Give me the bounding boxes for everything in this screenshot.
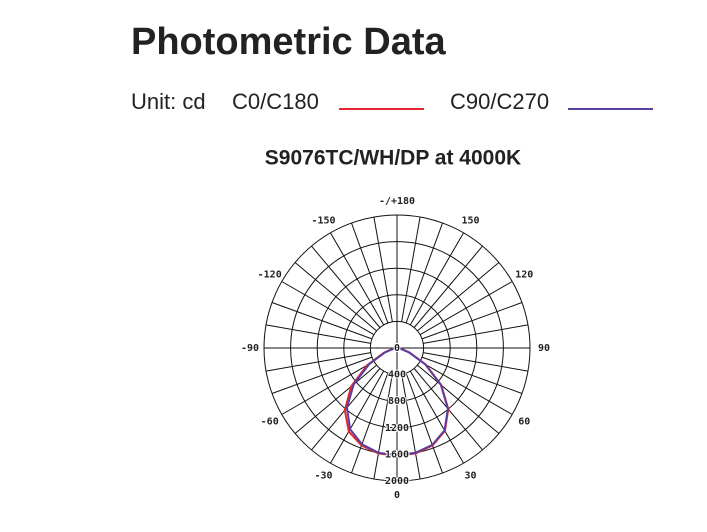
grid-spoke [401,216,421,322]
grid-spoke [423,352,529,372]
r-tick-label: 1200 [385,423,409,434]
grid-spoke [413,245,483,328]
r-tick-label: 0 [394,343,400,354]
grid-spoke [423,324,529,344]
grid-spoke [271,302,373,340]
angle-tick-label: -60 [261,417,279,428]
grid-spoke [405,222,443,324]
unit-label: Unit: cd [131,89,206,114]
grid-spoke [281,360,375,415]
grid-spoke [421,356,523,394]
grid-spoke [281,281,375,336]
grid-spoke [265,352,371,372]
chart-title: Photometric Data [131,21,446,63]
legend-label: C90/C270 [450,89,549,114]
angle-tick-label: 60 [518,417,530,428]
angle-tick-label: 0 [394,490,400,501]
angle-tick-label: 120 [515,270,533,281]
angle-tick-label: -/+180 [379,196,415,207]
grid-spoke [405,372,443,474]
grid-spoke [294,364,377,434]
angle-tick-label: -90 [241,343,259,354]
angle-tick-label: -30 [314,470,332,481]
grid-spoke [330,370,385,464]
legend-label: C0/C180 [232,89,319,114]
grid-spoke [330,232,385,326]
grid-spoke [373,216,393,322]
grid-spoke [373,374,393,480]
grid-spoke [294,262,377,332]
grid-spoke [351,372,389,474]
grid-spoke [417,364,500,434]
angle-tick-label: 90 [538,343,550,354]
angle-tick-label: 30 [464,470,476,481]
angle-tick-label: 150 [461,216,479,227]
r-tick-label: 400 [388,370,406,381]
grid-spoke [419,360,513,415]
grid-spoke [417,262,500,332]
angle-tick-label: -150 [311,216,335,227]
grid-spoke [409,232,464,326]
grid-spoke [401,374,421,480]
r-tick-label: 2000 [385,476,409,487]
angle-tick-label: -120 [258,270,282,281]
grid-spoke [421,302,523,340]
grid-spoke [409,370,464,464]
r-tick-label: 800 [388,396,406,407]
grid-spoke [351,222,389,324]
grid-spoke [271,356,373,394]
series-line [345,347,449,457]
grid-spoke [419,281,513,336]
chart-subtitle: S9076TC/WH/DP at 4000K [265,147,521,170]
grid-spoke [311,245,381,328]
r-tick-label: 1600 [385,449,409,460]
grid-spoke [265,324,371,344]
